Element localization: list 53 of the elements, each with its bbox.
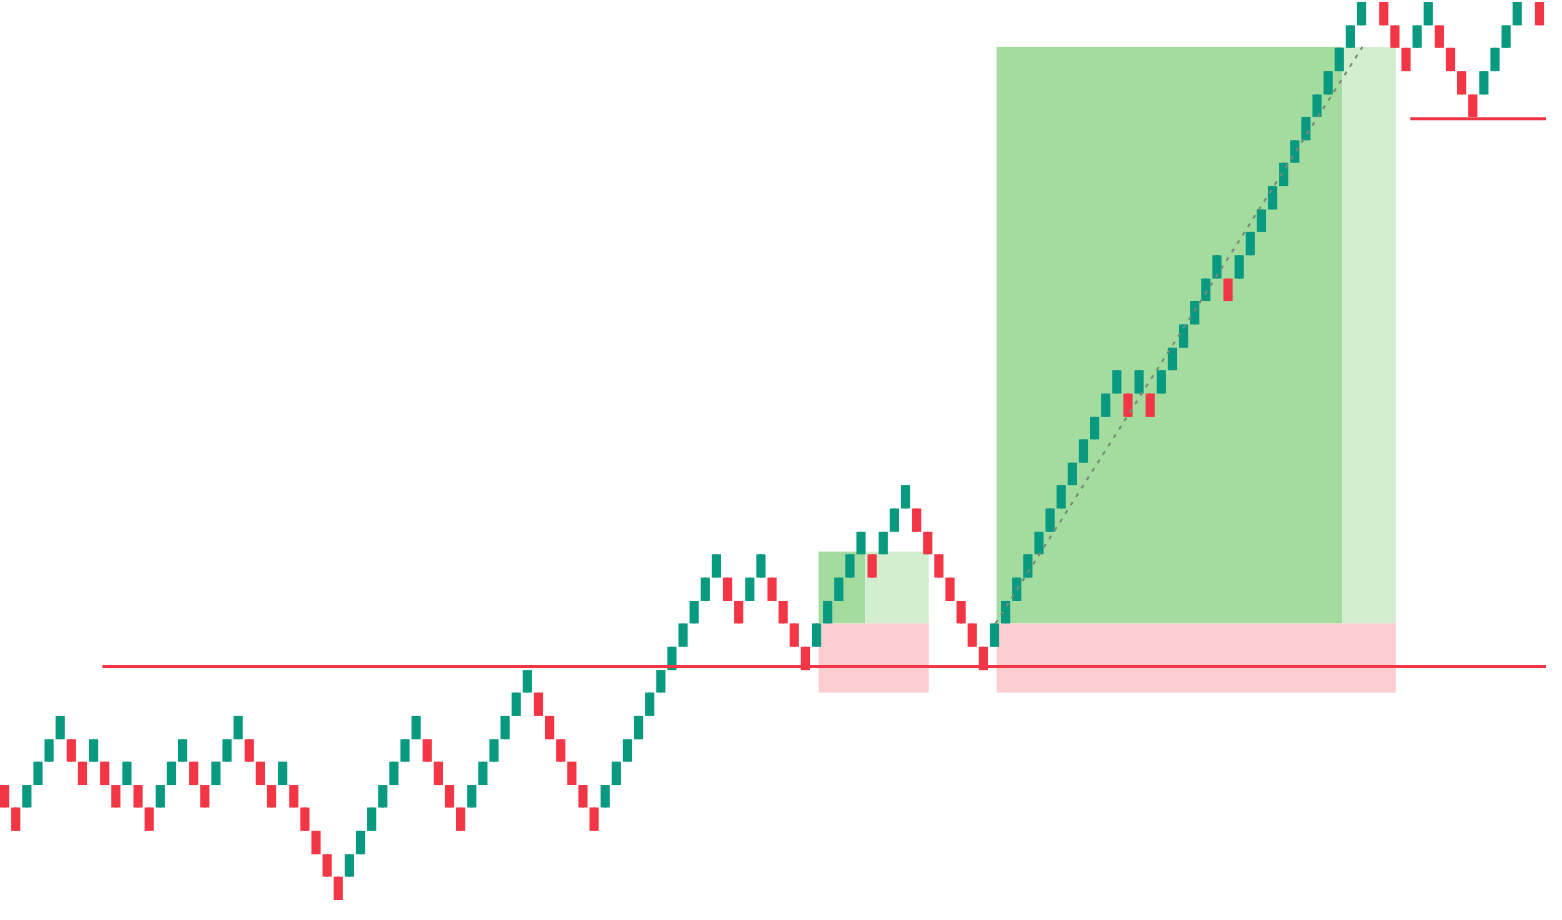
candlestick — [66, 738, 76, 763]
candlestick — [1290, 139, 1300, 164]
candlestick — [1345, 24, 1355, 49]
candlestick — [656, 669, 666, 694]
candlestick — [44, 738, 54, 763]
candlestick — [756, 553, 766, 579]
candlestick — [989, 622, 1000, 648]
candlestick — [1134, 369, 1144, 395]
candlestick — [467, 784, 477, 809]
candlestick — [133, 784, 143, 809]
candlestick — [0, 784, 10, 809]
candlestick — [867, 553, 877, 579]
candlestick — [578, 784, 588, 809]
candlestick — [266, 784, 277, 809]
candlestick — [789, 622, 799, 648]
candlestick — [522, 669, 532, 694]
candlestick — [967, 622, 977, 648]
candlestick — [1112, 369, 1122, 395]
candlestick — [155, 784, 165, 809]
candlestick — [1078, 438, 1089, 464]
candlestick — [1156, 369, 1166, 395]
candlestick — [200, 784, 210, 809]
candlestick — [912, 507, 922, 533]
candlestick — [244, 738, 254, 763]
candlestick — [489, 738, 499, 763]
candlestick — [1412, 24, 1422, 49]
candlestick — [1234, 254, 1244, 280]
candlestick — [289, 784, 299, 809]
candlestick — [1256, 208, 1267, 233]
candlestick — [378, 784, 388, 809]
candlestick — [1501, 24, 1511, 49]
candlestick — [322, 853, 332, 878]
candlestick — [711, 553, 722, 579]
candlestick — [1434, 24, 1444, 49]
candlestick — [400, 738, 410, 763]
candlestick — [444, 784, 455, 809]
candlestick — [1045, 507, 1055, 533]
candlestick — [934, 553, 944, 579]
candlestick — [1390, 24, 1400, 49]
candlestick — [88, 738, 99, 763]
candlestick — [111, 784, 121, 809]
candlestick — [811, 622, 822, 648]
candlestick — [622, 738, 633, 763]
candlestick — [222, 738, 232, 763]
candlestick — [889, 507, 899, 533]
candlestick — [600, 784, 610, 809]
candlestick — [177, 738, 188, 763]
candlestick — [22, 784, 32, 809]
candlestick — [422, 738, 432, 763]
candlestick — [678, 622, 688, 648]
candlestick — [344, 853, 354, 878]
candlestick — [556, 738, 566, 763]
candlestick — [845, 553, 855, 579]
